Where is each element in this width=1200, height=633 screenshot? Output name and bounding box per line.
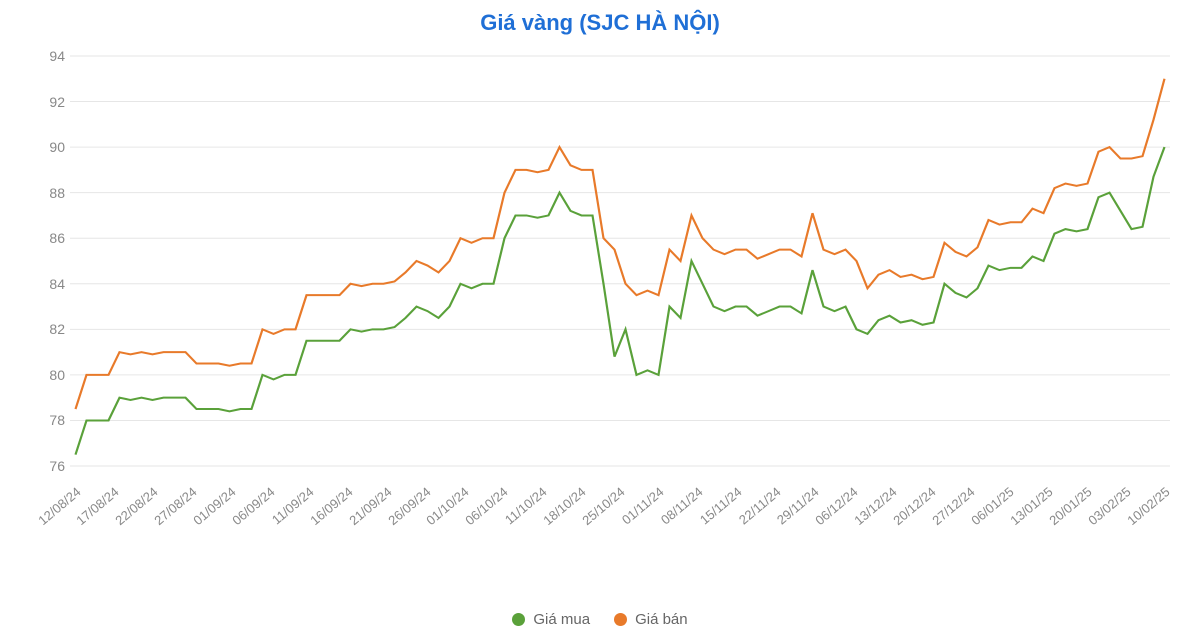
- y-tick-label: 90: [20, 139, 65, 155]
- y-tick-label: 92: [20, 94, 65, 110]
- chart-title: Giá vàng (SJC HÀ NỘI): [20, 10, 1180, 36]
- y-tick-label: 78: [20, 412, 65, 428]
- y-axis: 76 78 80 82 84 86 88 90 92 94: [20, 46, 65, 476]
- legend-swatch: [614, 613, 627, 626]
- y-tick-label: 84: [20, 276, 65, 292]
- y-tick-label: 94: [20, 48, 65, 64]
- legend-item: Giá mua: [512, 611, 590, 628]
- y-tick-label: 82: [20, 321, 65, 337]
- y-tick-label: 88: [20, 185, 65, 201]
- legend-item: Giá bán: [614, 611, 688, 628]
- x-axis: 12/08/2417/08/2422/08/2427/08/2401/09/24…: [70, 476, 1170, 546]
- y-tick-label: 80: [20, 367, 65, 383]
- plot-svg: [70, 46, 1170, 476]
- plot-area: 76 78 80 82 84 86 88 90 92 94 12/08/2417/08/2422/…: [20, 46, 1180, 546]
- y-tick-label: 76: [20, 458, 65, 474]
- legend-swatch: [512, 613, 525, 626]
- series-line-1: [76, 79, 1165, 409]
- legend-label: Giá bán: [635, 611, 688, 628]
- legend-label: Giá mua: [533, 611, 590, 628]
- legend: Giá mua Giá bán: [20, 611, 1180, 630]
- gold-price-chart: Giá vàng (SJC HÀ NỘI) 76 78 80 82 84 86 88 90 92…: [0, 0, 1200, 633]
- series-line-0: [76, 147, 1165, 455]
- y-tick-label: 86: [20, 230, 65, 246]
